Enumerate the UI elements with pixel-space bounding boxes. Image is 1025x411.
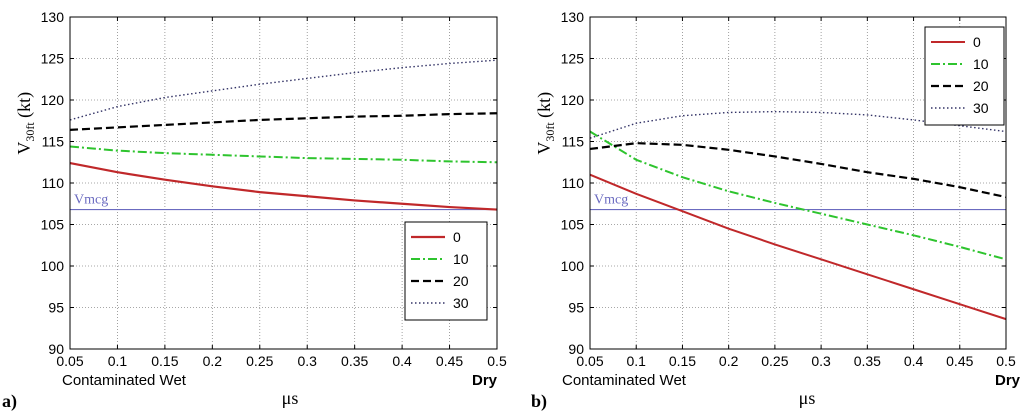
- y-axis-title: V30ft (kt): [14, 92, 37, 155]
- panel-label: a): [2, 391, 17, 411]
- axes-frame: [69, 16, 498, 350]
- x-tick-label: 0.5: [487, 353, 507, 369]
- y-axis-title-main: V: [534, 142, 554, 155]
- x-annotation-dry: Dry: [995, 372, 1021, 389]
- y-tick-label: 120: [41, 92, 65, 108]
- panel-label: b): [531, 391, 547, 411]
- chart-panel-b: Vmcg 0.05 0.1 0.15 0.2 0.25 0.3 0.35 0.4 0.45 0.5 9…: [531, 9, 1021, 411]
- y-tick-label: 90: [568, 341, 584, 357]
- x-axis-title: μs: [282, 388, 299, 408]
- x-tick-label: 0.5: [996, 353, 1016, 369]
- x-tick-label: 0.1: [108, 353, 128, 369]
- legend-label-0: 0: [453, 229, 461, 245]
- x-tick-label: 0.25: [761, 353, 788, 369]
- x-tick-label: 0.15: [151, 353, 178, 369]
- series-line-30: [69, 59, 498, 121]
- x-tick-label: 0.35: [854, 353, 881, 369]
- x-tick-label: 0.4: [904, 353, 924, 369]
- x-annotation-contaminated-wet: Contaminated Wet: [62, 372, 187, 389]
- legend-label-10: 10: [973, 56, 989, 72]
- y-axis-title-subscript: 30ft: [543, 122, 557, 142]
- x-tick-label: 0.05: [576, 353, 603, 369]
- series-line-10: [589, 130, 1007, 261]
- legend-label-20: 20: [453, 273, 469, 289]
- x-tick-label: 0.25: [246, 353, 273, 369]
- x-tick-label: 0.15: [669, 353, 696, 369]
- x-tick-label: 0.4: [392, 353, 412, 369]
- y-tick-label: 115: [562, 134, 585, 150]
- x-tick-label: 0.3: [811, 353, 831, 369]
- x-annotation-dry: Dry: [472, 372, 498, 389]
- axes-frame: [589, 16, 1007, 350]
- x-tick-label: 0.45: [946, 353, 973, 369]
- legend: 0 10 20 30: [924, 26, 1005, 126]
- series-line-10: [69, 145, 498, 164]
- x-axis-title: μs: [799, 388, 816, 408]
- y-tick-label: 110: [42, 175, 65, 191]
- y-tick-label: 95: [48, 300, 64, 316]
- x-tick-label: 0.2: [719, 353, 739, 369]
- legend: 0 10 20 30: [404, 221, 488, 321]
- legend-label-30: 30: [973, 100, 989, 116]
- series-line-0: [589, 173, 1007, 321]
- y-axis-title: V30ft (kt): [534, 92, 557, 155]
- vmcg-label: Vmcg: [74, 193, 108, 208]
- y-tick-label: 105: [561, 217, 585, 233]
- legend-label-0: 0: [973, 34, 981, 50]
- y-tick-label: 125: [561, 51, 585, 67]
- y-tick-label: 130: [561, 9, 585, 25]
- y-tick-label: 115: [42, 134, 65, 150]
- y-tick-label: 90: [48, 341, 64, 357]
- legend-label-20: 20: [973, 78, 989, 94]
- series-line-20: [589, 142, 1007, 199]
- y-axis-title-unit: (kt): [14, 92, 35, 123]
- chart-panel-a: Vmcg 0.05 0.1 0.15 0.2 0.25 0.3 0.35 0.4 0.45 0.5 9…: [2, 9, 507, 411]
- x-tick-label: 0.1: [626, 353, 646, 369]
- legend-label-10: 10: [453, 251, 469, 267]
- x-tick-label: 0.35: [341, 353, 368, 369]
- x-tick-label: 0.05: [56, 353, 83, 369]
- x-tick-label: 0.45: [436, 353, 463, 369]
- legend-label-30: 30: [453, 295, 469, 311]
- y-tick-label: 120: [561, 92, 585, 108]
- y-axis-title-subscript: 30ft: [23, 122, 37, 142]
- y-tick-label: 110: [562, 175, 585, 191]
- series-line-0: [69, 161, 498, 211]
- y-tick-label: 95: [568, 300, 584, 316]
- y-tick-label: 100: [41, 258, 65, 274]
- y-axis-title-main: V: [14, 142, 34, 155]
- x-tick-label: 0.3: [297, 353, 317, 369]
- y-tick-label: 125: [41, 51, 65, 67]
- y-axis-title-unit: (kt): [534, 92, 555, 123]
- vmcg-label: Vmcg: [594, 193, 628, 208]
- y-tick-label: 100: [561, 258, 585, 274]
- y-tick-label: 130: [41, 9, 65, 25]
- x-tick-label: 0.2: [203, 353, 223, 369]
- legend-box: [404, 221, 488, 321]
- x-annotation-contaminated-wet: Contaminated Wet: [562, 372, 687, 389]
- y-tick-label: 105: [41, 217, 65, 233]
